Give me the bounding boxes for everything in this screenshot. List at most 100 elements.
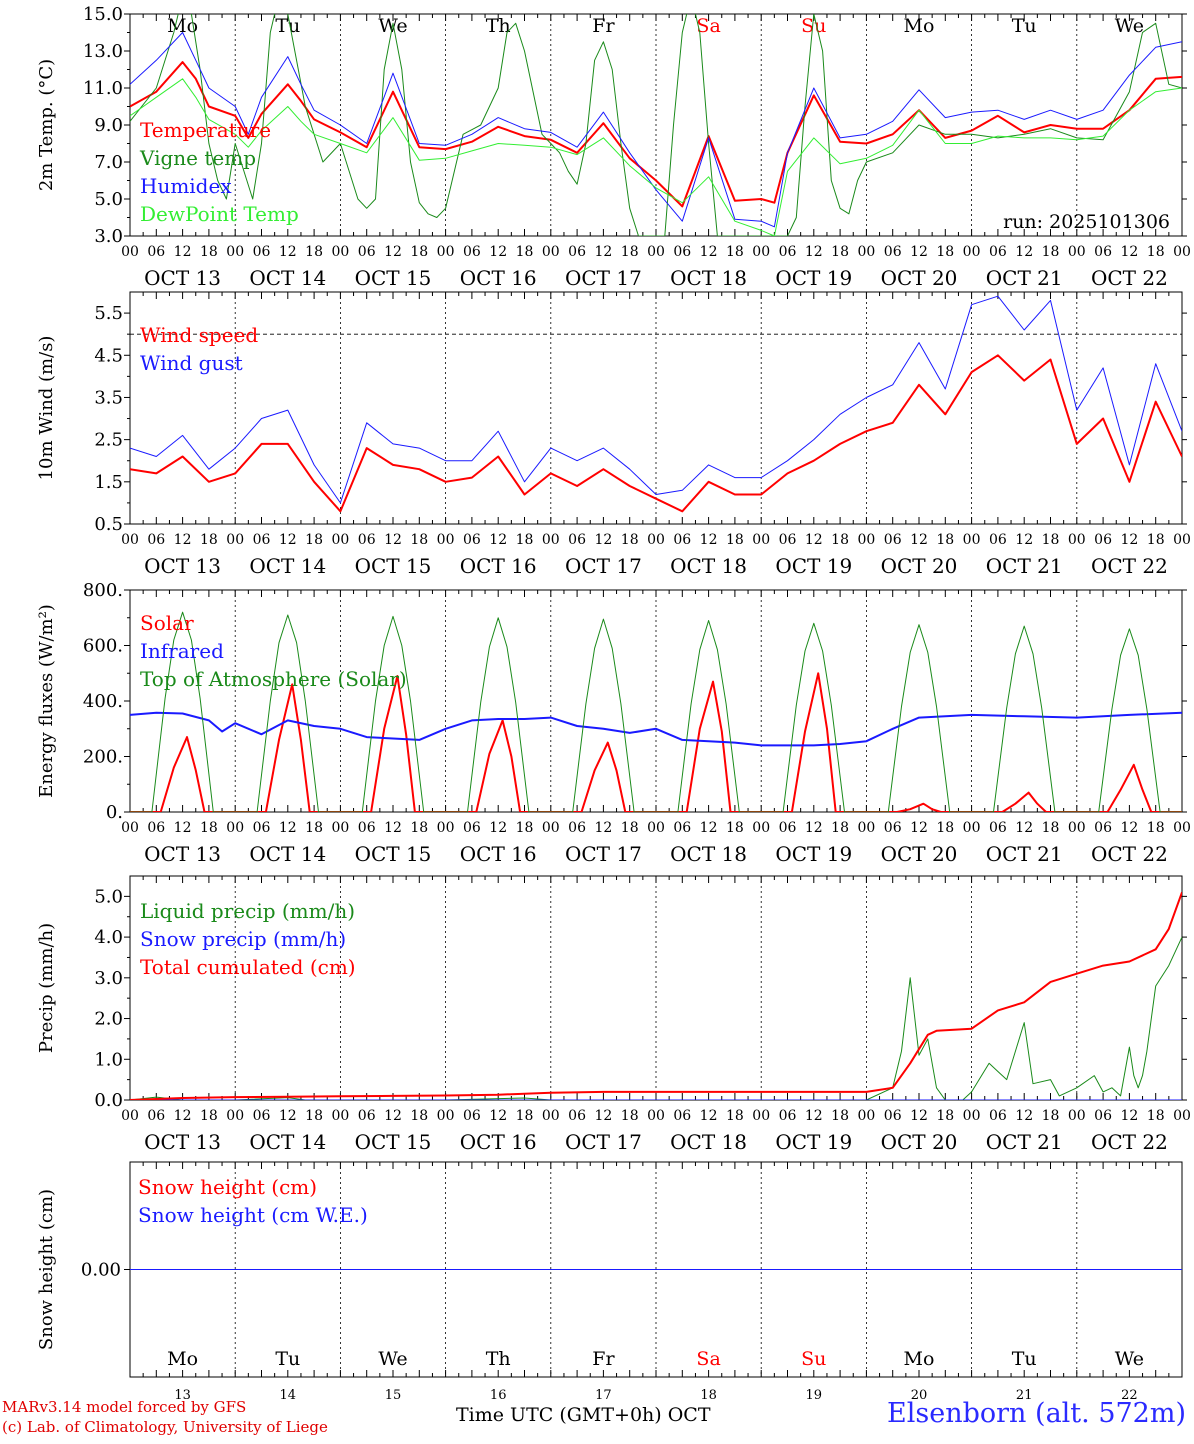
temp-ytick-label: 5.0 <box>94 189 123 210</box>
precip-date-label: OCT 16 <box>460 1130 537 1154</box>
precip-ytick-label: 2.0 <box>94 1009 123 1030</box>
temp-day-abbr: Mo <box>904 15 935 37</box>
energy-hour-label: 12 <box>489 820 507 836</box>
day-number-label: 13 <box>174 1388 191 1403</box>
temp-hour-label: 12 <box>1120 244 1138 260</box>
day-number-label: 19 <box>806 1388 823 1403</box>
energy-hour-label: 18 <box>936 820 954 836</box>
energy-hour-label: 12 <box>384 820 402 836</box>
temp-hour-label: 12 <box>910 244 928 260</box>
wind-hour-label: 18 <box>1147 532 1165 548</box>
wind-date-label: OCT 22 <box>1091 554 1168 578</box>
precip-hour-label: 00 <box>647 1108 665 1124</box>
precip-ylabel: Precip (mm/h) <box>36 923 57 1053</box>
temp-date-label: OCT 22 <box>1091 266 1168 290</box>
energy-hour-label: 00 <box>542 820 560 836</box>
snow-ylabel: Snow height (cm) <box>36 1189 57 1350</box>
wind-hour-label: 00 <box>752 532 770 548</box>
energy-hour-label: 06 <box>147 820 165 836</box>
snow-panel: 0.00 Snow height (cm) Mo Tu We Th Fr Sa Su Mo Tu We… <box>36 1161 1183 1403</box>
day-number-label: 22 <box>1121 1388 1138 1403</box>
energy-date-label: OCT 19 <box>775 842 852 866</box>
temp-hour-label: 18 <box>200 244 218 260</box>
wind-hour-label: 00 <box>857 532 875 548</box>
temp-hour-label: 06 <box>147 244 165 260</box>
temp-hour-label: 06 <box>673 244 691 260</box>
wind-legend-entry: Wind speed <box>140 323 258 347</box>
temp-date-label: OCT 14 <box>249 266 326 290</box>
precip-hour-label: 06 <box>1094 1108 1112 1124</box>
precip-hour-label: 18 <box>410 1108 428 1124</box>
precip-series-liquid-precip-mm-h- <box>130 936 1182 1100</box>
snow-day-abbr: We <box>1115 1348 1144 1370</box>
precip-hour-label: 12 <box>279 1108 297 1124</box>
day-number-label: 17 <box>595 1388 612 1403</box>
precip-hour-label: 18 <box>831 1108 849 1124</box>
precip-legend-entry: Total cumulated (cm) <box>140 955 356 979</box>
temp-hour-label: 00 <box>1068 244 1086 260</box>
temp-hour-label: 00 <box>857 244 875 260</box>
precip-hour-label: 12 <box>174 1108 192 1124</box>
precip-panel: 0.0 1.0 2.0 3.0 4.0 5.0 Precip (mm/h) Liquid pr… <box>36 875 1191 1154</box>
temp-ytick-label: 15.0 <box>83 4 123 25</box>
precip-hour-label: 06 <box>989 1108 1007 1124</box>
day-number-label: 16 <box>490 1388 507 1403</box>
precip-hour-label: 00 <box>752 1108 770 1124</box>
wind-series-wind-speed <box>130 354 1182 513</box>
temp-hour-label: 06 <box>989 244 1007 260</box>
run-label: run: 2025101306 <box>1003 211 1170 233</box>
day-number-label: 14 <box>280 1388 297 1403</box>
energy-hour-label: 12 <box>279 820 297 836</box>
day-number-label: 20 <box>911 1388 928 1403</box>
precip-hour-label: 00 <box>857 1108 875 1124</box>
precip-ytick-label: 0.0 <box>94 1090 123 1111</box>
wind-hour-label: 00 <box>437 532 455 548</box>
day-number-label: 18 <box>700 1388 717 1403</box>
temp-hour-label: 18 <box>410 244 428 260</box>
precip-hour-label: 12 <box>384 1108 402 1124</box>
temp-hour-label: 12 <box>700 244 718 260</box>
energy-hour-label: 00 <box>857 820 875 836</box>
temp-legend-entry: Temperature <box>140 118 271 142</box>
temp-hour-label: 06 <box>779 244 797 260</box>
precip-series-total-cumulated-cm- <box>130 891 1182 1100</box>
wind-hour-label: 06 <box>989 532 1007 548</box>
energy-legend-entry: Solar <box>140 611 194 635</box>
precip-hour-label: 00 <box>437 1108 455 1124</box>
wind-ytick-label: 2.5 <box>94 430 123 451</box>
snow-day-abbr: Su <box>801 1348 826 1370</box>
temp-hour-label: 18 <box>1147 244 1165 260</box>
wind-hour-label: 18 <box>410 532 428 548</box>
temp-hour-label: 18 <box>516 244 534 260</box>
energy-hour-label: 06 <box>253 820 271 836</box>
temp-ytick-label: 13.0 <box>83 41 123 62</box>
temp-legend-entry: DewPoint Temp <box>140 202 299 226</box>
energy-hour-label: 00 <box>752 820 770 836</box>
wind-hour-label: 06 <box>1094 532 1112 548</box>
temp-hour-label: 18 <box>305 244 323 260</box>
wind-hour-label: 00 <box>542 532 560 548</box>
temp-hour-label: 18 <box>936 244 954 260</box>
snow-day-abbr: Mo <box>167 1348 198 1370</box>
temp-day-abbr: We <box>1115 15 1144 37</box>
temp-hour-label: 00 <box>121 244 139 260</box>
temp-hour-label: 06 <box>1094 244 1112 260</box>
precip-hour-label: 06 <box>253 1108 271 1124</box>
energy-hour-label: 12 <box>805 820 823 836</box>
wind-hour-label: 12 <box>1120 532 1138 548</box>
temp-hour-label: 06 <box>253 244 271 260</box>
energy-hour-label: 06 <box>1094 820 1112 836</box>
temp-hour-label: 06 <box>884 244 902 260</box>
precip-hour-label: 18 <box>1147 1108 1165 1124</box>
energy-hour-label: 06 <box>989 820 1007 836</box>
wind-series-wind-gust <box>130 295 1182 504</box>
wind-ytick-label: 5.5 <box>94 303 123 324</box>
precip-hour-label: 12 <box>489 1108 507 1124</box>
precip-date-label: OCT 18 <box>670 1130 747 1154</box>
energy-hour-label: 12 <box>910 820 928 836</box>
energy-date-label: OCT 18 <box>670 842 747 866</box>
model-credit: MARv3.14 model forced by GFS <box>2 1398 247 1416</box>
temp-hour-label: 00 <box>963 244 981 260</box>
